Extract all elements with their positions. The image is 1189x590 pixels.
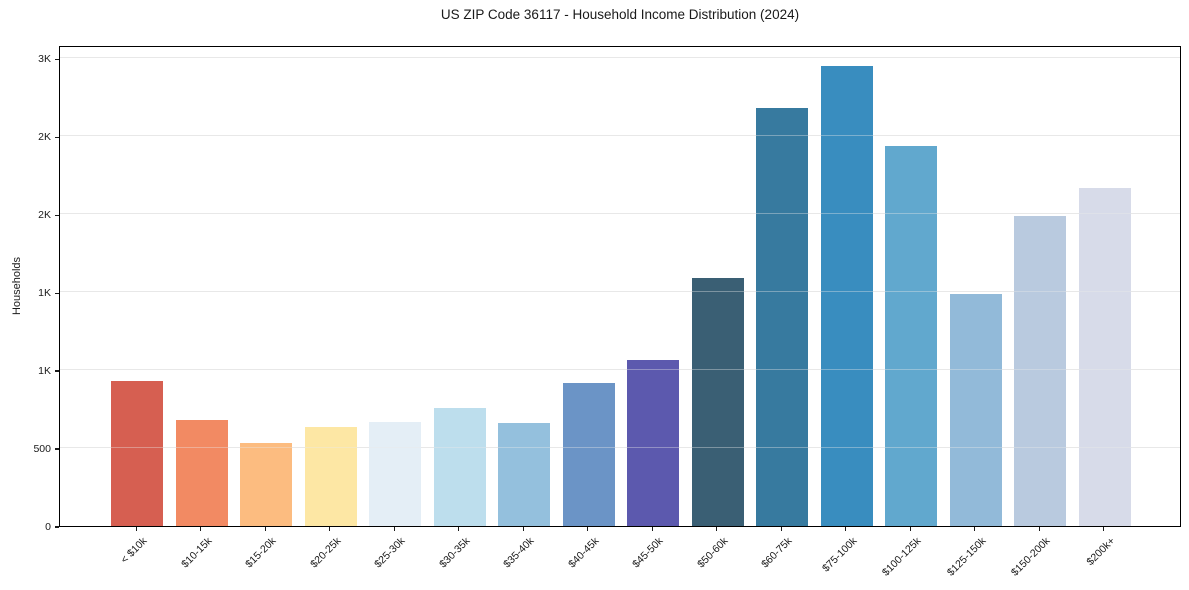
bar-35-40k xyxy=(498,423,551,526)
y-tick-label: 3K xyxy=(38,53,51,66)
bar-150-200k xyxy=(1014,215,1067,526)
gridlines-under xyxy=(60,47,1180,526)
x-tick-mark xyxy=(329,527,331,531)
x-tick-label: $25-30k xyxy=(372,535,408,571)
x-tick-label: $35-40k xyxy=(501,535,537,571)
bar-20-25k xyxy=(304,427,357,526)
y-tick-label: 1K xyxy=(38,365,51,378)
x-tick-label: $125-150k xyxy=(944,535,989,579)
y-tick-label: 2K xyxy=(38,131,51,144)
bar-75-100k xyxy=(820,66,873,526)
x-tick-mark xyxy=(1103,527,1105,531)
x-tick-mark xyxy=(264,527,266,531)
x-tick-label: $15-20k xyxy=(243,535,279,571)
x-tick-mark xyxy=(587,527,589,531)
y-tick-mark xyxy=(55,58,59,60)
bar-125-150k xyxy=(949,293,1002,526)
bars-layer xyxy=(60,47,1180,526)
bar-50-60k xyxy=(691,278,744,526)
gridline-3k-6 xyxy=(60,57,1180,59)
y-tick-label: 2K xyxy=(38,209,51,222)
gridline-1k-3 xyxy=(60,291,1180,293)
gridline-1k-2 xyxy=(60,369,1180,371)
gridline-500-1 xyxy=(60,447,1180,449)
x-tick-label: < $10k xyxy=(118,535,150,566)
y-tick-mark xyxy=(55,136,59,138)
x-tick-mark xyxy=(135,527,137,531)
x-tick-mark xyxy=(909,527,911,531)
x-tick-label: $75-100k xyxy=(819,535,860,575)
bar-40-45k xyxy=(562,382,615,526)
x-tick-mark xyxy=(458,527,460,531)
x-tick-label: $20-25k xyxy=(307,535,344,571)
x-tick-mark xyxy=(716,527,718,531)
x-tick-mark xyxy=(393,527,395,531)
x-tick-label: $200k+ xyxy=(1084,535,1118,569)
y-tick-mark xyxy=(55,214,59,216)
gridline-2k-5 xyxy=(60,135,1180,137)
y-tick-label: 1K xyxy=(38,287,51,300)
y-tick-mark xyxy=(55,526,59,528)
bar-10-15k xyxy=(175,419,228,526)
x-tick-mark xyxy=(200,527,202,531)
x-tick-label: $30-35k xyxy=(436,535,473,571)
bar-15-20k xyxy=(240,443,293,526)
x-tick-mark xyxy=(974,527,976,531)
x-tick-mark xyxy=(1038,527,1040,531)
x-tick-mark xyxy=(522,527,524,531)
x-tick-label: $100-125k xyxy=(880,535,924,579)
x-tick-label: $45-50k xyxy=(630,535,666,571)
x-tick-label: $150-200k xyxy=(1009,535,1053,579)
y-tick-mark xyxy=(55,448,59,450)
plot-area xyxy=(59,46,1181,527)
y-tick-mark xyxy=(55,370,59,372)
x-tick-mark xyxy=(845,527,847,531)
bar-100-125k xyxy=(885,145,938,526)
x-tick-mark xyxy=(651,527,653,531)
bar-200k xyxy=(1078,187,1131,526)
y-tick-label: 500 xyxy=(33,443,51,456)
x-tick-label: $10-15k xyxy=(178,535,215,571)
gridline-2k-4 xyxy=(60,213,1180,215)
x-tick-label: $50-60k xyxy=(694,535,731,571)
bar-10k xyxy=(111,381,164,526)
x-tick-label: $40-45k xyxy=(565,535,602,571)
bar-30-35k xyxy=(433,407,486,526)
y-tick-mark xyxy=(55,292,59,294)
x-tick-label: $60-75k xyxy=(759,535,795,571)
y-tick-label: 0 xyxy=(45,521,51,533)
y-axis-label: Households xyxy=(11,256,23,316)
bar-45-50k xyxy=(627,359,680,526)
bar-60-75k xyxy=(756,108,809,526)
bar-25-30k xyxy=(369,422,422,526)
chart-title: US ZIP Code 36117 - Household Income Dis… xyxy=(440,7,800,22)
x-tick-mark xyxy=(780,527,782,531)
